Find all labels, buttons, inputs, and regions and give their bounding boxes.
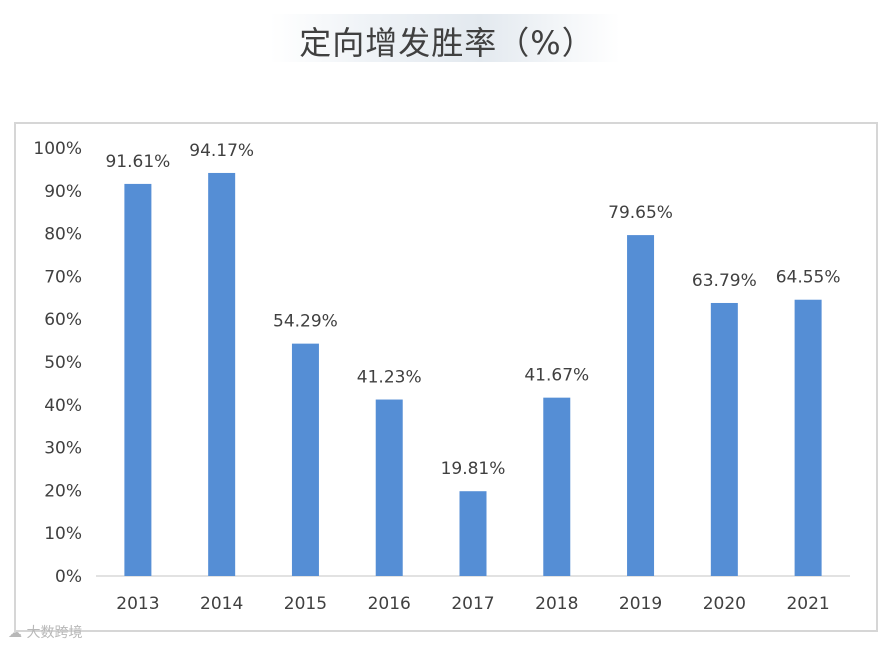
data-label: 91.61%	[105, 152, 170, 172]
x-tick-label: 2020	[703, 594, 746, 614]
watermark-text: 大数跨境	[26, 625, 83, 641]
bar	[543, 397, 571, 576]
y-tick-label: 40%	[44, 396, 82, 416]
bar	[208, 172, 236, 576]
y-tick-label: 50%	[44, 353, 82, 373]
data-label: 41.67%	[524, 366, 589, 386]
title-background	[270, 14, 620, 62]
x-tick-label: 2018	[535, 594, 578, 614]
x-tick-label: 2017	[451, 594, 494, 614]
x-tick-label: 2021	[786, 594, 829, 614]
data-label: 41.23%	[357, 368, 422, 388]
bar	[459, 491, 487, 576]
y-tick-label: 70%	[44, 267, 82, 287]
x-tick-label: 2016	[368, 594, 411, 614]
bar	[710, 302, 738, 576]
y-tick-label: 30%	[44, 439, 82, 459]
data-label: 79.65%	[608, 203, 673, 223]
y-tick-label: 0%	[55, 567, 82, 587]
y-tick-label: 60%	[44, 310, 82, 330]
chart-title: 定向增发胜率（%）	[299, 24, 595, 62]
bar	[627, 235, 655, 576]
watermark: ☁ 大数跨境	[8, 622, 82, 642]
y-tick-label: 90%	[44, 182, 82, 202]
x-tick-label: 2019	[619, 594, 662, 614]
bar	[124, 183, 152, 577]
y-tick-label: 20%	[44, 481, 82, 501]
data-label: 63.79%	[692, 271, 757, 291]
data-label: 94.17%	[189, 141, 254, 161]
watermark-logo-icon: ☁	[8, 625, 27, 641]
y-tick-label: 80%	[44, 225, 82, 245]
y-tick-label: 100%	[33, 139, 82, 159]
x-tick-label: 2014	[200, 594, 243, 614]
x-tick-label: 2013	[116, 594, 159, 614]
bar	[375, 399, 403, 576]
x-tick-label: 2015	[284, 594, 327, 614]
bar	[291, 343, 319, 576]
data-label: 64.55%	[776, 268, 841, 288]
bar	[794, 299, 822, 576]
data-label: 54.29%	[273, 312, 338, 332]
y-tick-label: 10%	[44, 524, 82, 544]
data-label: 19.81%	[441, 459, 506, 479]
